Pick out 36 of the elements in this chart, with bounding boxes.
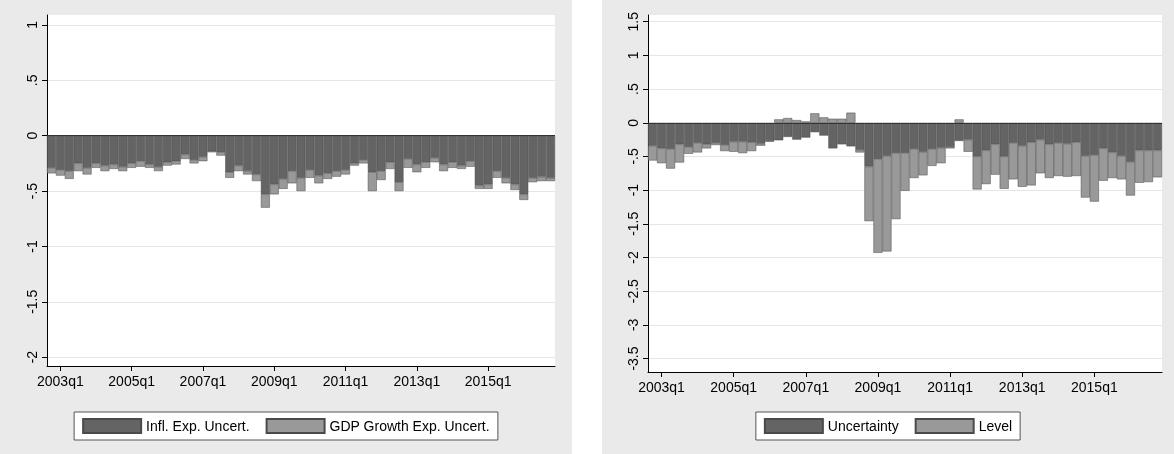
- x-tick-label: 2009q1: [854, 379, 902, 395]
- x-tick-label: 2009q1: [250, 373, 298, 389]
- legend-label: GDP Growth Exp. Uncert.: [329, 418, 490, 434]
- y-tick-label: 1.5: [625, 11, 641, 32]
- y-tick-label: -1.5: [24, 289, 40, 314]
- y-tick-label: 1: [625, 51, 641, 60]
- x-tick-label: 2005q1: [108, 373, 156, 389]
- x-tick-label: 2007q1: [782, 379, 830, 395]
- x-tick-label: 2007q1: [179, 373, 227, 389]
- x-tick-label: 2005q1: [710, 379, 758, 395]
- y-tick-label: -2.5: [625, 278, 641, 304]
- y-tick-label: .5: [24, 74, 40, 87]
- y-tick-label: 0: [625, 118, 641, 127]
- y-tick-label: -2: [24, 350, 40, 364]
- y-tick-label: -3.5: [625, 346, 641, 371]
- y-tick-label: .5: [625, 83, 641, 95]
- legend-label: Uncertainty: [827, 418, 899, 434]
- x-tick-label: 2011q1: [322, 373, 369, 389]
- y-tick-label: -.5: [625, 148, 641, 165]
- y-tick-label: -2: [625, 251, 641, 264]
- y-tick-label: -.5: [24, 182, 40, 200]
- y-tick-label: 1: [24, 20, 40, 29]
- y-tick-label: -1: [625, 183, 641, 197]
- legend-label: Infl. Exp. Uncert.: [146, 418, 250, 434]
- y-tick-label: -3: [625, 318, 641, 332]
- y-tick-label: -1: [24, 239, 40, 253]
- x-tick-label: 2015q1: [464, 373, 512, 389]
- x-tick-label: 2013q1: [393, 373, 441, 389]
- x-tick-label: 2003q1: [638, 379, 686, 395]
- legend-label: Level: [978, 418, 1013, 434]
- x-tick-label: 2003q1: [37, 373, 84, 389]
- x-tick-label: 2011q1: [927, 379, 974, 395]
- x-tick-label: 2015q1: [1071, 379, 1118, 395]
- y-tick-label: 0: [24, 131, 40, 140]
- x-tick-label: 2013q1: [998, 379, 1046, 395]
- y-tick-label: -1.5: [625, 211, 641, 236]
